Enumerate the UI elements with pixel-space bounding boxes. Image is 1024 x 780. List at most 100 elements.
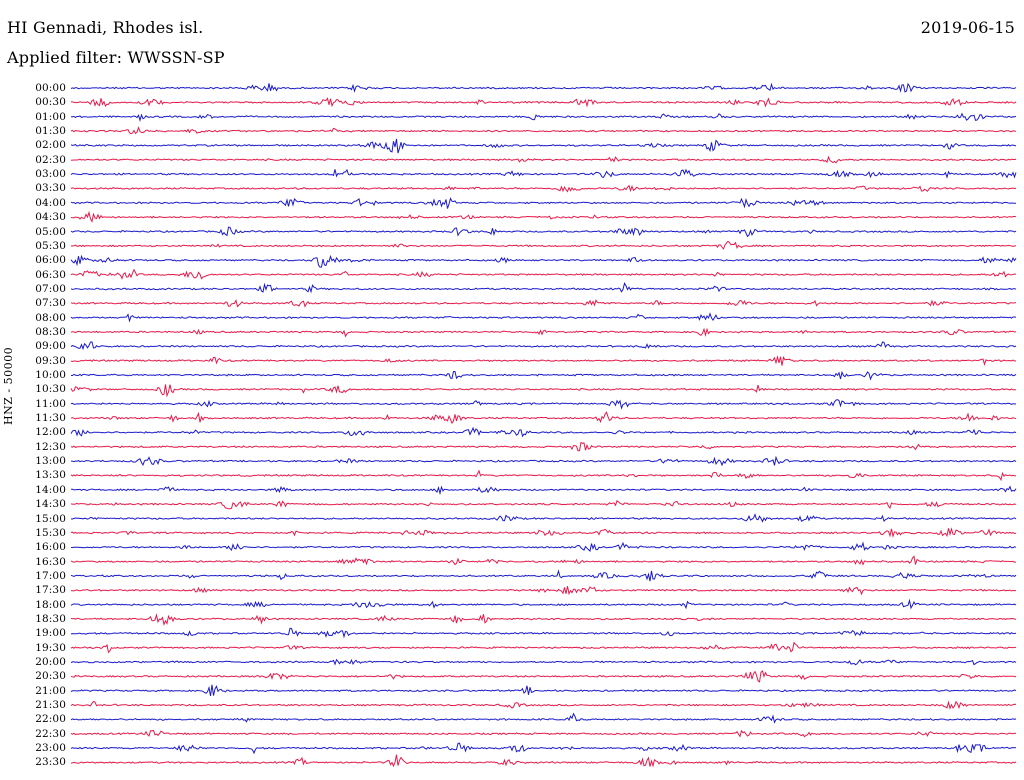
time-label: 19:30 (35, 641, 66, 654)
trace-row (70, 441, 1017, 452)
filter-label: Applied filter: WWSSN-SP (7, 48, 225, 67)
time-label: 04:30 (35, 211, 66, 224)
trace-row (70, 598, 1017, 610)
time-label: 13:30 (35, 469, 66, 482)
trace-row (70, 712, 1017, 724)
trace-row (70, 240, 1017, 250)
time-label: 10:30 (35, 383, 66, 396)
time-label: 14:00 (35, 483, 66, 496)
time-label: 22:00 (35, 713, 66, 726)
trace-row (70, 684, 1017, 696)
time-label: 10:00 (35, 369, 66, 381)
time-label: 17:00 (35, 569, 66, 582)
trace-row (70, 742, 1017, 755)
time-label: 08:00 (35, 311, 66, 324)
time-label: 02:30 (35, 153, 66, 166)
time-label: 03:00 (35, 168, 66, 181)
time-label: 15:00 (35, 512, 66, 525)
time-label: 00:00 (35, 82, 66, 94)
time-label: 21:00 (35, 684, 66, 697)
trace-row (70, 327, 1017, 338)
time-label: 00:30 (35, 96, 66, 109)
trace-row (70, 210, 1017, 223)
trace-row (70, 184, 1017, 193)
trace-row (70, 197, 1017, 209)
trace-row (70, 411, 1017, 425)
time-label: 13:00 (35, 455, 66, 468)
trace-row (70, 138, 1017, 154)
trace-row (70, 527, 1017, 538)
trace-row (70, 641, 1017, 654)
time-label: 12:00 (35, 426, 66, 439)
trace-row (70, 613, 1017, 627)
time-label: 16:30 (35, 555, 66, 568)
time-label: 07:30 (35, 297, 66, 310)
time-label: 11:00 (35, 397, 66, 410)
time-label: 15:30 (35, 526, 66, 539)
time-label: 21:30 (35, 699, 66, 712)
trace-row (70, 700, 1017, 710)
time-label-column: 00:00 00:30 01:00 01:30 02:00 02:30 03:00 03:30… (0, 0, 66, 780)
time-label: 19:00 (35, 627, 66, 640)
time-label: 09:00 (35, 340, 66, 353)
trace-row (70, 355, 1017, 366)
trace-row (70, 384, 1016, 398)
trace-row (70, 426, 1017, 438)
time-label: 01:30 (35, 125, 66, 138)
time-label: 05:00 (35, 225, 66, 238)
time-label: 02:00 (35, 139, 66, 152)
trace-row (70, 555, 1017, 566)
trace-row (70, 312, 1017, 323)
time-label: 06:30 (35, 268, 66, 281)
trace-row (70, 485, 1017, 496)
trace-row (70, 729, 1017, 738)
time-label: 06:00 (35, 254, 66, 267)
time-label: 05:30 (35, 239, 66, 252)
time-label: 03:30 (35, 182, 66, 195)
trace-row (70, 226, 1017, 238)
trace-row (70, 168, 1017, 179)
time-label: 20:30 (35, 670, 66, 683)
time-label: 14:30 (35, 498, 66, 511)
time-label: 12:30 (35, 440, 66, 453)
trace-row (70, 541, 1017, 552)
trace-row (70, 754, 1017, 768)
trace-row (70, 670, 1017, 683)
time-label: 23:00 (35, 742, 66, 755)
trace-row (70, 155, 1017, 164)
trace-row (71, 370, 1017, 381)
trace-row (70, 254, 1017, 268)
trace-row (70, 513, 1017, 523)
time-label: 22:30 (35, 727, 66, 740)
time-label: 23:30 (35, 756, 66, 769)
trace-row (70, 455, 1017, 467)
trace-row (70, 298, 1017, 308)
time-label: 16:00 (35, 541, 66, 554)
trace-row (70, 627, 1017, 639)
time-label: 09:30 (35, 354, 66, 367)
trace-row (70, 569, 1017, 582)
trace-row (70, 399, 1017, 410)
trace-row (70, 82, 1017, 93)
trace-row (70, 469, 1017, 482)
trace-row (70, 281, 1017, 294)
trace-row (70, 97, 1017, 108)
time-label: 11:30 (35, 412, 66, 425)
trace-row (70, 341, 1017, 351)
time-label: 18:00 (35, 598, 66, 611)
time-label: 04:00 (35, 196, 66, 209)
time-label: 18:30 (35, 612, 66, 625)
time-label: 17:30 (35, 584, 66, 597)
trace-row (70, 268, 1016, 280)
trace-row (70, 586, 1017, 596)
time-label: 01:00 (35, 110, 66, 123)
time-label: 20:00 (35, 656, 66, 668)
time-label: 07:00 (35, 282, 66, 295)
trace-row (70, 126, 1017, 135)
trace-row (70, 499, 1017, 510)
trace-row (70, 112, 1017, 122)
time-label: 08:30 (35, 325, 66, 338)
station-title: HI Gennadi, Rhodes isl. (7, 18, 204, 37)
trace-row (70, 658, 1017, 666)
